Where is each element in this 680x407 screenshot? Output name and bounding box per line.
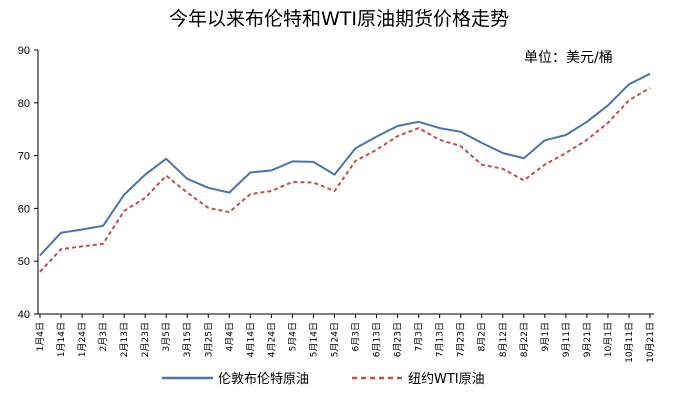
x-tick-label: 2月3日 bbox=[98, 322, 109, 351]
x-tick-label: 9月1日 bbox=[540, 322, 551, 351]
y-tick-label: 40 bbox=[18, 309, 30, 321]
x-tick-label: 5月4日 bbox=[287, 322, 298, 351]
x-tick-label: 6月3日 bbox=[351, 322, 362, 351]
x-axis: 1月4日 1月14日 1月24日 2月3日 2月13日 2月23日 3月5日 3月15日 3月2… bbox=[35, 313, 656, 363]
y-axis: 40 50 60 70 80 90 bbox=[18, 45, 39, 321]
x-tick-label: 2月13日 bbox=[119, 322, 130, 357]
legend-item-wti: 纽约WTI原油 bbox=[352, 372, 485, 387]
x-tick-label: 9月21日 bbox=[582, 322, 593, 357]
x-tick-label: 10月11日 bbox=[624, 322, 635, 363]
x-tick-label: 2月23日 bbox=[140, 322, 151, 357]
x-tick-label: 5月14日 bbox=[308, 322, 319, 357]
plot-area bbox=[39, 72, 651, 273]
x-tick-label: 4月4日 bbox=[224, 322, 235, 351]
x-tick-label: 10月1日 bbox=[603, 322, 614, 357]
y-tick-label: 70 bbox=[18, 151, 30, 163]
chart-title: 今年以来布伦特和WTI原油期货价格走势 bbox=[169, 8, 509, 30]
x-tick-label: 5月24日 bbox=[329, 322, 340, 357]
x-tick-label: 4月14日 bbox=[245, 322, 256, 357]
y-tick-label: 60 bbox=[18, 203, 30, 215]
x-tick-label: 10月21日 bbox=[645, 322, 656, 363]
x-tick-label: 8月22日 bbox=[519, 322, 530, 357]
x-tick-label: 7月13日 bbox=[435, 322, 446, 357]
x-tick-label: 1月24日 bbox=[77, 322, 88, 357]
x-tick-label: 8月2日 bbox=[477, 322, 488, 351]
x-tick-label: 7月3日 bbox=[414, 322, 425, 351]
x-tick-label: 7月23日 bbox=[456, 322, 467, 357]
legend-item-brent: 伦敦布伦特原油 bbox=[162, 371, 309, 387]
legend-label-brent: 伦敦布伦特原油 bbox=[218, 371, 309, 387]
series-line-brent bbox=[39, 72, 651, 257]
series-line-wti bbox=[39, 87, 651, 273]
x-tick-label: 1月4日 bbox=[35, 322, 46, 351]
legend: 伦敦布伦特原油 纽约WTI原油 bbox=[162, 371, 485, 387]
x-tick-label: 4月24日 bbox=[266, 322, 277, 357]
x-tick-label: 3月5日 bbox=[161, 322, 172, 351]
unit-label: 单位：美元/桶 bbox=[524, 50, 613, 66]
x-tick-label: 8月12日 bbox=[498, 322, 509, 357]
y-tick-label: 80 bbox=[18, 98, 30, 110]
y-tick-label: 50 bbox=[18, 256, 30, 268]
x-tick-label: 3月15日 bbox=[182, 322, 193, 357]
legend-label-wti: 纽约WTI原油 bbox=[408, 372, 485, 387]
x-tick-label: 6月13日 bbox=[372, 322, 383, 357]
x-tick-label: 3月25日 bbox=[203, 322, 214, 357]
x-tick-label: 9月11日 bbox=[561, 322, 572, 357]
x-tick-label: 6月23日 bbox=[393, 322, 404, 357]
x-tick-label: 1月14日 bbox=[56, 322, 67, 357]
y-tick-label: 90 bbox=[18, 45, 30, 57]
